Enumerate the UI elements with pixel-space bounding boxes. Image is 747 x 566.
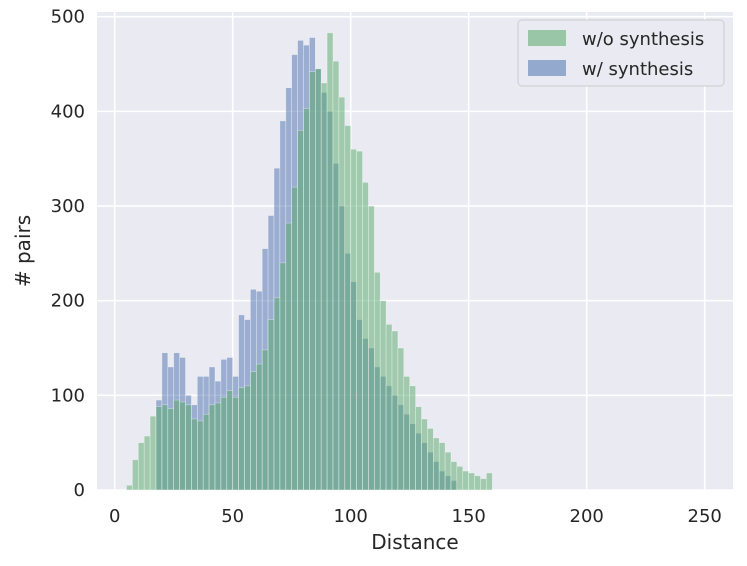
histogram-bar	[285, 222, 292, 491]
y-tick-label: 200	[51, 291, 85, 312]
x-tick-label: 0	[109, 506, 120, 527]
histogram-bar	[421, 418, 428, 491]
histogram-bar	[149, 415, 157, 491]
histogram-bar	[202, 413, 210, 491]
histogram-bar	[291, 186, 298, 491]
histogram-bar	[267, 319, 275, 491]
histogram-bar	[179, 401, 186, 491]
histogram-bar	[350, 148, 357, 491]
histogram-bar	[126, 484, 133, 491]
legend-swatch-w-synthesis	[528, 60, 566, 76]
histogram-bar	[444, 451, 452, 491]
histogram-bar	[450, 461, 458, 491]
y-tick-label: 300	[51, 196, 85, 217]
histogram-bar	[303, 108, 310, 491]
histogram-bar	[137, 442, 145, 491]
histogram-bar	[344, 125, 351, 491]
y-tick-label: 500	[51, 7, 85, 28]
histogram-bar	[196, 420, 204, 491]
histogram-bar	[456, 466, 464, 491]
y-tick-labels: 0 100 200 300 400 500	[51, 7, 85, 501]
histogram-bar	[220, 396, 228, 491]
x-tick-label: 250	[688, 506, 722, 527]
legend-box	[517, 19, 725, 87]
histogram-bar	[191, 418, 198, 491]
histogram-bar	[427, 428, 434, 491]
histogram-bar	[173, 399, 180, 491]
x-tick-label: 100	[334, 506, 368, 527]
series-wo-synthesis-bars	[126, 32, 493, 491]
histogram-bar	[244, 385, 251, 491]
histogram-bar	[338, 96, 346, 491]
histogram-bar	[326, 32, 334, 491]
legend-label-w-synthesis: w/ synthesis	[582, 59, 693, 80]
histogram-bar	[368, 205, 375, 491]
histogram-bar	[309, 71, 316, 491]
y-tick-label: 100	[51, 385, 85, 406]
histogram-bar	[438, 442, 446, 491]
legend-label-wo-synthesis: w/o synthesis	[582, 29, 704, 50]
histogram-bar	[161, 404, 169, 491]
legend-swatch-wo-synthesis	[528, 30, 566, 46]
histogram-bar	[261, 349, 269, 491]
histogram-bar	[155, 406, 163, 491]
histogram-bar	[143, 435, 151, 491]
histogram-bar	[373, 271, 381, 491]
histogram-bar	[403, 376, 410, 491]
histogram-bar	[468, 472, 475, 491]
x-tick-label: 50	[221, 506, 244, 527]
histogram-bar	[232, 396, 239, 491]
y-tick-label: 400	[51, 101, 85, 122]
histogram-bar	[432, 437, 440, 491]
x-tick-label: 200	[570, 506, 604, 527]
histogram-bar	[132, 459, 139, 491]
histogram-bar	[279, 262, 287, 491]
histogram-bar	[320, 82, 328, 491]
histogram-bar	[185, 404, 192, 491]
histogram-bar	[214, 402, 222, 491]
legend: w/o synthesis w/ synthesis	[517, 19, 725, 87]
x-tick-labels: 0 50 100 150 200 250	[109, 506, 722, 527]
histogram-bar	[486, 472, 493, 491]
x-axis-label: Distance	[371, 530, 458, 554]
y-tick-label: 0	[74, 480, 85, 501]
histogram-bar	[273, 297, 281, 491]
histogram-bar	[462, 470, 469, 491]
histogram-bar	[250, 371, 257, 491]
histogram-bar	[255, 363, 263, 491]
histogram-bar	[480, 478, 487, 491]
histogram-bar	[167, 408, 174, 491]
histogram-bar	[332, 60, 340, 491]
histogram-bar	[238, 387, 245, 491]
y-axis-label: # pairs	[11, 215, 35, 287]
histogram-bar	[314, 68, 322, 491]
histogram-bar	[208, 404, 216, 491]
histogram-bar	[226, 390, 233, 491]
histogram-bar	[397, 347, 405, 491]
histogram-bar	[297, 130, 304, 491]
histogram-bar	[356, 150, 363, 491]
x-tick-label: 150	[452, 506, 486, 527]
histogram-bar	[409, 385, 416, 491]
histogram-bar	[391, 330, 399, 491]
histogram-bar	[415, 406, 422, 491]
histogram-bar	[474, 475, 481, 491]
histogram-bar	[385, 324, 393, 491]
histogram-bar	[379, 300, 387, 491]
histogram-bar	[362, 182, 369, 491]
